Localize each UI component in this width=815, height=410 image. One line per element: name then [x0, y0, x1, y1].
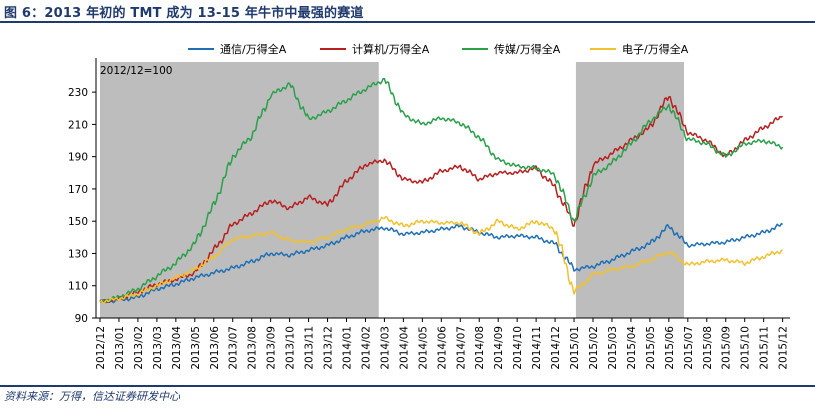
x-tick-label: 2013/08 [247, 326, 259, 370]
y-tick-label: 190 [68, 152, 88, 164]
series-line-1 [99, 222, 783, 304]
x-tick-label: 2014/06 [436, 326, 448, 370]
x-tick-label: 2013/07 [228, 326, 240, 370]
series-line-2 [99, 96, 783, 304]
x-tick-label: 2014/09 [493, 326, 505, 370]
x-tick-label: 2013/05 [190, 326, 202, 370]
x-tick-label: 2013/12 [323, 326, 335, 370]
x-tick-label: 2015/01 [569, 326, 581, 370]
x-tick-label: 2015/03 [607, 326, 619, 370]
axes: 90 110 130 150 170 190 210 230 2012/12 2013/01 201… [68, 58, 790, 370]
line-chart: 90 110 130 150 170 190 210 230 2012/12 2013/01 201… [68, 42, 790, 370]
y-tick-label: 110 [68, 281, 88, 293]
x-tick-label: 2014/12 [550, 326, 562, 370]
x-tick-label: 2015/09 [721, 326, 733, 370]
legend-label-1: 通信/万得全A [220, 42, 287, 56]
x-tick-label: 2014/05 [417, 326, 429, 370]
legend: 通信/万得全A 计算机/万得全A 传媒/万得全A 电子/万得全A [188, 42, 689, 56]
x-tick-label: 2013/06 [209, 326, 221, 370]
x-tick-label: 2014/01 [342, 326, 354, 370]
y-tick-label: 150 [68, 216, 88, 228]
x-tick-label: 2014/04 [398, 326, 410, 370]
source-note: 资料来源：万得，信达证券研发中心 [4, 390, 180, 403]
legend-label-3: 传媒/万得全A [494, 42, 561, 56]
shaded-period-1 [100, 62, 379, 318]
x-tick-label: 2014/08 [474, 326, 486, 370]
x-tick-label: 2015/10 [740, 326, 752, 370]
x-tick-label: 2013/11 [304, 326, 316, 370]
x-tick-label: 2015/12 [778, 326, 790, 370]
x-tick-label: 2013/09 [266, 326, 278, 370]
series-line-3 [99, 77, 784, 304]
x-tick-label: 2015/07 [683, 326, 695, 370]
x-tick-label: 2014/03 [379, 326, 391, 370]
x-tick-label: 2013/10 [285, 326, 297, 370]
base-note: 2012/12=100 [100, 65, 172, 77]
x-tick-label: 2015/05 [645, 326, 657, 370]
legend-label-2: 计算机/万得全A [352, 42, 430, 56]
legend-label-4: 电子/万得全A [622, 42, 689, 56]
y-tick-label: 170 [68, 184, 88, 196]
x-tick-label: 2013/03 [152, 326, 164, 370]
x-tick-label: 2015/08 [702, 326, 714, 370]
series-line-4 [99, 215, 783, 305]
series-lines [99, 77, 784, 305]
shaded-periods [100, 62, 685, 318]
x-tick-label: 2014/10 [512, 326, 524, 370]
x-tick-label: 2013/04 [171, 326, 183, 370]
x-tick-label: 2013/02 [133, 326, 145, 370]
x-tick-label: 2012/12 [95, 326, 107, 370]
x-tick-label: 2015/06 [664, 326, 676, 370]
figure-title: 图 6：2013 年初的 TMT 成为 13-15 年牛市中最强的赛道 [4, 6, 364, 21]
x-tick-label: 2015/11 [759, 326, 771, 370]
x-tick-label: 2015/02 [588, 326, 600, 370]
x-tick-label: 2014/11 [531, 326, 543, 370]
y-tick-label: 210 [68, 119, 88, 131]
title-rule [0, 21, 815, 23]
shaded-period-2 [575, 62, 685, 318]
x-tick-label: 2014/07 [455, 326, 467, 370]
y-tick-label: 130 [68, 248, 88, 260]
y-tick-label: 90 [75, 313, 88, 325]
x-tick-label: 2014/02 [360, 326, 372, 370]
y-tick-label: 230 [68, 87, 88, 99]
source-rule [0, 385, 815, 387]
x-tick-label: 2013/01 [114, 326, 126, 370]
x-tick-label: 2015/04 [626, 326, 638, 370]
